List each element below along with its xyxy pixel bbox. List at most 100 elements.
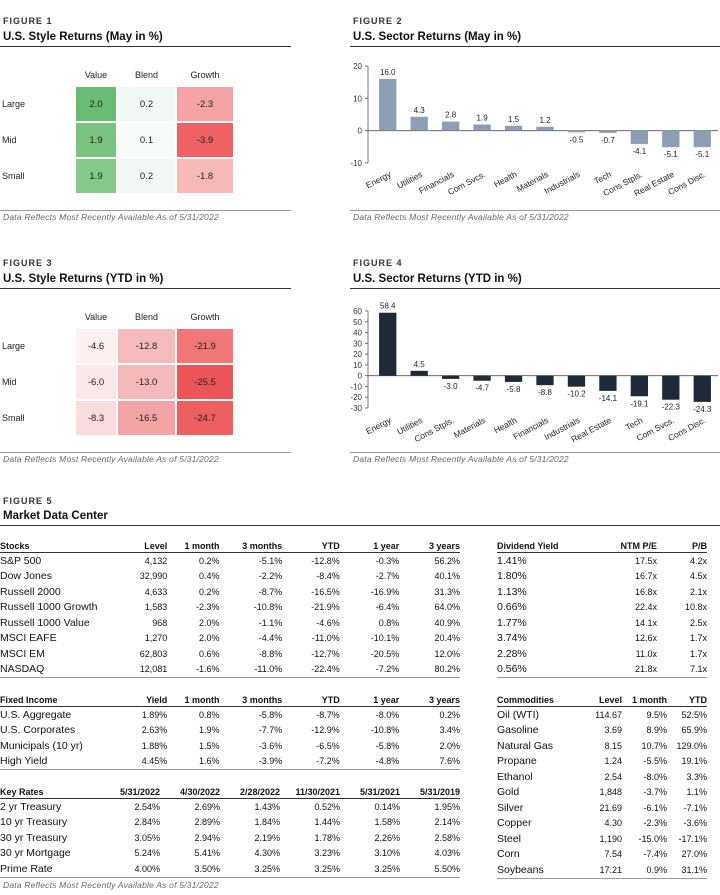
table-cell: 1.89% — [141, 709, 168, 720]
table-cell: -2.3% — [643, 818, 667, 829]
table-row: Prime Rate 4.00% 3.50% 3.25% 3.25% 3.25% 5.50% — [0, 861, 460, 878]
table-cell: 2.1x — [689, 586, 707, 597]
table-cell: Steel — [497, 832, 521, 845]
fig3-col-header: Value — [84, 312, 108, 322]
fig3-row-label: Large — [2, 341, 26, 351]
table-header: 1 month — [622, 695, 667, 707]
table-cell: -12.8% — [311, 555, 340, 566]
y-tick-label: -20 — [350, 393, 362, 402]
data-label: -5.1 — [695, 150, 709, 159]
table-cell: 3.4% — [439, 725, 460, 736]
table-cell: 114.67 — [595, 709, 622, 720]
table-header: 11/30/2021 — [280, 787, 340, 799]
table-cell: 4,633 — [144, 586, 168, 597]
y-tick-label: 20 — [353, 62, 362, 71]
table-row: S&P 500 4,132 0.2% -5.1% -12.8% -0.3% 56.2% — [0, 553, 460, 569]
table-row: Soybeans 17.21 0.9% 31.1% — [497, 862, 707, 879]
fig4-bottom-rule — [350, 452, 720, 453]
table-cell: -5.8% — [375, 740, 400, 751]
key-rates-table: Key Rates 5/31/2022 4/30/2022 2/28/2022 11/3… — [0, 787, 460, 878]
table-cell: -7.7% — [258, 725, 283, 736]
table-cell: 0.56% — [497, 661, 597, 678]
table-cell: -15.0% — [638, 833, 667, 844]
table-cell: 4.30% — [254, 848, 280, 859]
table-header: YTD — [282, 695, 340, 707]
table-row: Russell 2000 4,633 0.2% -8.7% -16.5% -16.9% 31… — [0, 584, 460, 600]
fig4-title: U.S. Sector Returns (YTD in %) — [353, 273, 522, 285]
table-cell: 2.5x — [689, 617, 707, 628]
table-cell: -2.2% — [258, 571, 283, 582]
fig3-cell: -8.3 — [75, 400, 117, 436]
table-cell: -10.8% — [370, 725, 400, 736]
table-cell: 968 — [152, 617, 168, 628]
data-label: -22.3 — [662, 403, 681, 412]
table-cell: -4.8% — [339, 753, 400, 770]
fig5-label: FIGURE 5 — [3, 496, 53, 506]
table-cell: -6.5% — [316, 740, 340, 751]
table-header: 1 year — [339, 695, 400, 707]
table-cell: 1.9% — [199, 725, 220, 736]
table-cell: 3.25% — [340, 861, 400, 878]
bar — [504, 375, 523, 382]
bar — [599, 130, 617, 133]
table-cell: 21.8x — [597, 661, 657, 678]
table-cell: 1.80% — [497, 570, 527, 583]
table-cell: 1.88% — [141, 740, 168, 751]
fig3-col-header: Growth — [190, 312, 220, 322]
table-cell: 16.7x — [634, 571, 657, 582]
fig3-row-label: Mid — [2, 377, 17, 387]
table-header: 3 months — [219, 695, 283, 707]
table-header: 3 years — [399, 541, 460, 553]
table-cell: 1,848 — [599, 787, 622, 798]
table-cell: 3.10% — [374, 848, 400, 859]
fig1-cell: 0.1 — [117, 122, 176, 158]
dividend-table: Dividend Yield NTM P/E P/B 1.41% 17.5x 4.2x 1.… — [497, 541, 707, 678]
bar — [693, 375, 711, 402]
table-cell: -1.1% — [258, 617, 283, 628]
table-cell: -7.1% — [683, 802, 707, 813]
fig2-note: Data Reflects Most Recently Available As… — [353, 212, 569, 222]
table-cell: 0.66% — [497, 601, 527, 614]
table-cell: -8.4% — [316, 571, 340, 582]
table-cell: 0.6% — [199, 648, 220, 659]
table-cell: -7.2% — [339, 661, 400, 678]
table-header: 1 year — [339, 541, 400, 553]
table-row: Gasoline 3.69 8.9% 65.9% — [497, 723, 707, 739]
y-tick-label: -10 — [350, 159, 362, 168]
table-row: 1.77% 14.1x 2.5x — [497, 615, 707, 631]
table-cell: 1.58% — [374, 817, 400, 828]
table-row: Dow Jones 32,990 0.4% -2.2% -8.4% -2.7% 40.1% — [0, 569, 460, 585]
table-cell: S&P 500 — [0, 554, 42, 567]
table-row: 30 yr Mortgage 5.24% 5.41% 4.30% 3.23% 3.10% 4… — [0, 846, 460, 862]
table-cell: -3.9% — [219, 753, 283, 770]
table-cell: 0.14% — [374, 801, 400, 812]
table-cell: -17.1% — [678, 833, 707, 844]
table-cell: 80.2% — [399, 661, 460, 678]
data-label: 2.8 — [445, 111, 457, 120]
bar — [662, 130, 680, 148]
table-cell: 62,803 — [139, 648, 168, 659]
bar — [473, 375, 491, 381]
table-cell: MSCI EM — [0, 647, 45, 660]
data-label: -5.8 — [507, 385, 521, 394]
table-cell: 64.0% — [434, 602, 460, 613]
bar — [630, 375, 649, 397]
table-row: Russell 1000 Growth 1,583 -2.3% -10.8% -21.9… — [0, 600, 460, 616]
fig3-bottom-rule — [0, 452, 291, 453]
table-cell: 2.69% — [194, 801, 220, 812]
table-cell: 1.6% — [167, 753, 220, 770]
table-cell: 1,270 — [144, 633, 168, 644]
table-row: 1.41% 17.5x 4.2x — [497, 553, 707, 569]
table-row: 1.13% 16.8x 2.1x — [497, 584, 707, 600]
fig1-cell: 0.2 — [117, 158, 176, 194]
table-cell: 31.3% — [434, 586, 460, 597]
fig3-note: Data Reflects Most Recently Available As… — [3, 454, 219, 464]
table-cell: Silver — [497, 801, 524, 814]
table-cell: Copper — [497, 817, 532, 830]
table-row: 1.80% 16.7x 4.5x — [497, 569, 707, 585]
data-label: -3.0 — [444, 382, 458, 391]
y-tick-label: -10 — [350, 382, 362, 391]
table-cell: -2.3% — [196, 602, 220, 613]
table-cell: 52.5% — [681, 709, 707, 720]
table-cell: 40.9% — [434, 617, 460, 628]
